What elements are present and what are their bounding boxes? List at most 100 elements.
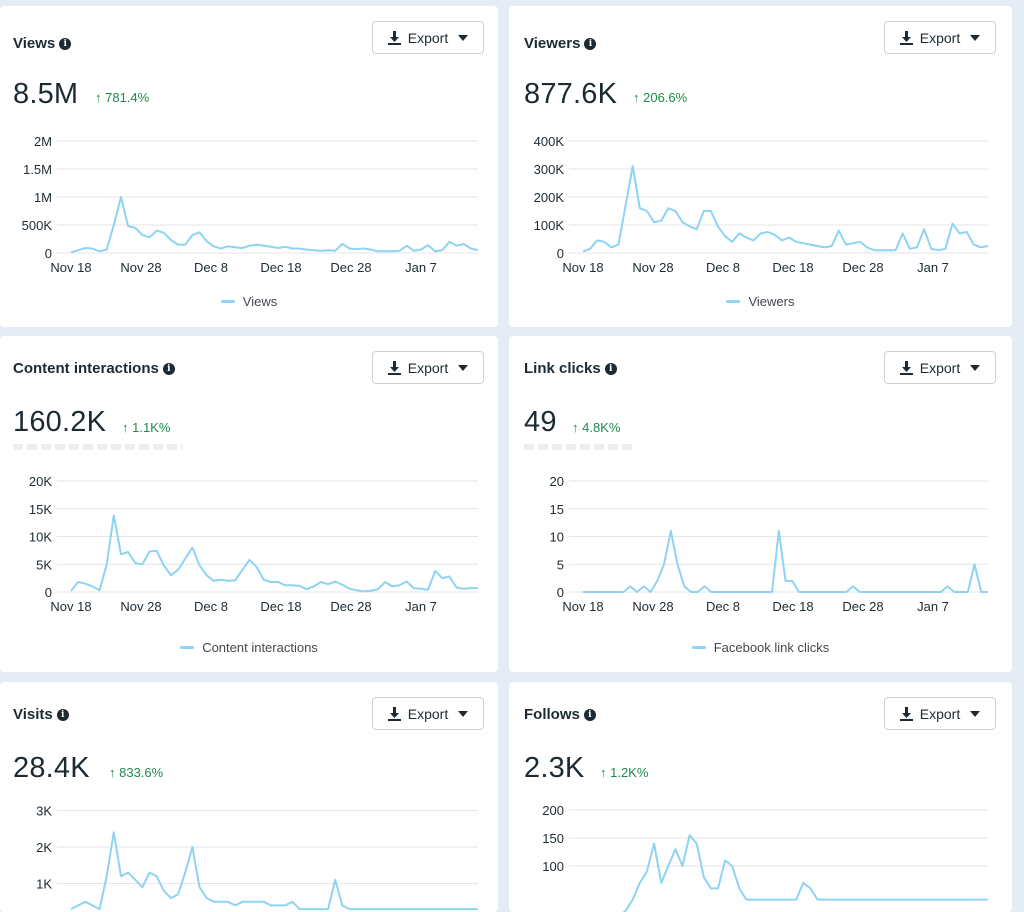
export-button[interactable]: Export: [884, 351, 996, 384]
legend-label: Content interactions: [202, 640, 318, 655]
download-icon: [387, 706, 401, 721]
legend-label: Views: [242, 294, 278, 309]
ghost-text: [524, 444, 634, 450]
caret-down-icon: [970, 710, 981, 717]
metric-value: 28.4K: [13, 752, 90, 784]
info-icon[interactable]: i: [584, 37, 597, 50]
y-tick-label: 1K: [36, 877, 52, 892]
y-tick-label: 0: [45, 585, 52, 600]
y-tick-label: 3K: [36, 804, 52, 819]
chart-legend[interactable]: Views: [0, 294, 498, 309]
y-tick-label: 0: [45, 246, 52, 261]
download-icon: [899, 706, 913, 721]
x-tick-label: Jan 7: [917, 260, 949, 275]
x-tick-label: Nov 28: [120, 599, 161, 614]
x-tick-label: Jan 7: [405, 260, 437, 275]
caret-down-icon: [970, 364, 981, 371]
info-icon[interactable]: i: [56, 708, 69, 721]
y-tick-label: 15: [550, 502, 564, 517]
export-label: Export: [919, 705, 961, 722]
x-tick-label: Dec 18: [772, 260, 813, 275]
metric-value: 49: [524, 406, 557, 438]
card-title: Content interactions i: [13, 360, 175, 377]
y-tick-label: 20K: [29, 474, 52, 489]
x-tick-label: Dec 18: [772, 599, 813, 614]
metric-value: 877.6K: [524, 78, 618, 110]
views-chart: 0 500K 1M 1.5M 2M Nov 18 Nov 28 Dec 8 Dec 18 Dec …: [22, 134, 479, 275]
y-tick-label: 150: [542, 831, 564, 846]
x-tick-label: Nov 18: [50, 599, 91, 614]
link-clicks-chart: 0 5 10 15 20 Nov 18 Nov 28 Dec 8 Dec 18 Dec 28 Jan…: [550, 474, 988, 614]
y-tick-label: 10: [550, 530, 564, 545]
y-tick-label: 500K: [22, 218, 53, 233]
x-tick-label: Nov 28: [120, 260, 161, 275]
y-tick-label: 300K: [534, 162, 565, 177]
metric-value: 160.2K: [13, 406, 107, 438]
legend-swatch: [180, 646, 195, 649]
export-label: Export: [407, 29, 449, 46]
export-label: Export: [407, 359, 449, 376]
x-tick-label: Dec 28: [330, 260, 371, 275]
content-interactions-chart: 0 5K 10K 15K 20K Nov 18 Nov 28 Dec 8 Dec 18 Dec 2…: [29, 474, 478, 614]
link-clicks-card: Link clicks i Export 49 ↑ 4.8K% 0 5 10 15 20 N…: [509, 336, 1012, 672]
metric-value: 8.5M: [13, 78, 79, 110]
caret-down-icon: [458, 364, 469, 371]
export-button[interactable]: Export: [372, 21, 484, 54]
chart-legend[interactable]: Facebook link clicks: [509, 640, 1012, 655]
series-line: [70, 514, 478, 593]
y-tick-label: 0: [557, 246, 564, 261]
card-title: Follows i: [524, 706, 596, 723]
info-icon[interactable]: i: [162, 362, 175, 375]
series-line: [70, 196, 479, 254]
info-icon[interactable]: i: [583, 708, 596, 721]
legend-label: Facebook link clicks: [713, 640, 830, 655]
export-button[interactable]: Export: [884, 697, 996, 730]
follows-chart: 100 150 200: [542, 803, 988, 912]
x-tick-label: Dec 28: [842, 260, 883, 275]
y-tick-label: 2K: [36, 840, 52, 855]
x-tick-label: Dec 28: [842, 599, 883, 614]
y-tick-label: 1M: [34, 190, 52, 205]
chart-legend[interactable]: Content interactions: [0, 640, 498, 655]
x-tick-label: Jan 7: [917, 599, 949, 614]
caret-down-icon: [458, 710, 469, 717]
info-icon[interactable]: i: [604, 362, 617, 375]
export-button[interactable]: Export: [884, 21, 996, 54]
follows-card: Follows i Export 2.3K ↑ 1.2K% 100 150 200: [509, 682, 1012, 912]
y-tick-label: 15K: [29, 502, 52, 517]
series-line: [70, 831, 478, 911]
export-label: Export: [919, 359, 961, 376]
export-button[interactable]: Export: [372, 351, 484, 384]
x-tick-label: Dec 18: [260, 260, 301, 275]
x-tick-label: Nov 18: [562, 260, 603, 275]
y-tick-label: 1.5M: [23, 162, 52, 177]
metric-value: 2.3K: [524, 752, 585, 784]
export-button[interactable]: Export: [372, 697, 484, 730]
x-tick-label: Nov 28: [632, 599, 673, 614]
series-line: [583, 529, 988, 593]
download-icon: [899, 30, 913, 45]
caret-down-icon: [970, 34, 981, 41]
y-tick-label: 5K: [36, 557, 52, 572]
y-tick-label: 5: [557, 557, 564, 572]
visits-card: Visits i Export 28.4K ↑ 833.6% 1K 2K 3K: [0, 682, 498, 912]
x-tick-label: Dec 28: [330, 599, 371, 614]
card-title: Viewers i: [524, 35, 597, 52]
info-icon[interactable]: i: [59, 37, 72, 50]
card-title: Visits i: [13, 706, 69, 723]
download-icon: [387, 30, 401, 45]
caret-down-icon: [458, 34, 469, 41]
chart-legend[interactable]: Viewers: [509, 294, 1012, 309]
y-tick-label: 200: [542, 803, 564, 818]
x-tick-label: Nov 18: [50, 260, 91, 275]
viewers-card: Viewers i Export 877.6K ↑ 206.6% 0 100K 200…: [509, 6, 1012, 327]
metric-change: ↑ 1.1K%: [122, 420, 171, 435]
y-tick-label: 200K: [534, 190, 565, 205]
viewers-chart: 0 100K 200K 300K 400K Nov 18 Nov 28 Dec 8 Dec 18…: [534, 134, 989, 275]
y-tick-label: 0: [557, 585, 564, 600]
x-tick-label: Dec 8: [706, 260, 740, 275]
export-label: Export: [919, 29, 961, 46]
legend-swatch: [726, 300, 741, 303]
card-title: Link clicks i: [524, 360, 617, 377]
ghost-text: [13, 444, 183, 450]
